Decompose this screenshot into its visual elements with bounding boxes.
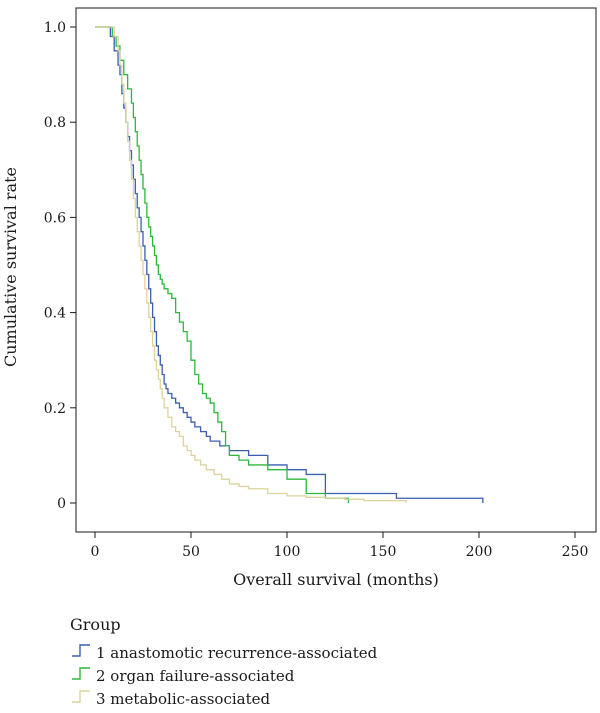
legend-items: 1 anastomotic recurrence-associated 2 org… (72, 644, 378, 708)
legend-swatch-1 (72, 644, 90, 657)
x-axis-ticks: 0 50 100 150 200 250 (91, 532, 589, 560)
legend-swatch-2 (72, 667, 90, 680)
y-axis-ticks: 0 0.2 0.4 0.6 0.8 1.0 (44, 20, 76, 512)
series-line-2 (95, 26, 350, 503)
y-tick-label: 0.2 (44, 401, 66, 417)
y-tick-label: 0 (57, 496, 66, 512)
legend-label-2: 2 organ failure-associated (96, 667, 295, 685)
x-axis-title: Overall survival (months) (233, 570, 439, 589)
x-tick-label: 250 (562, 544, 589, 560)
legend-label-1: 1 anastomotic recurrence-associated (96, 644, 378, 662)
plot-frame (75, 7, 597, 533)
plot-border (75, 7, 597, 533)
x-tick-label: 50 (182, 544, 200, 560)
x-tick-label: 150 (370, 544, 397, 560)
series-line-3 (95, 26, 407, 503)
x-tick-label: 0 (91, 544, 100, 560)
y-tick-label: 0.8 (44, 115, 66, 131)
series-line-1 (95, 26, 484, 503)
series-layer (95, 26, 484, 503)
y-axis-title: Cumulative survival rate (1, 167, 20, 367)
y-tick-label: 1.0 (44, 20, 66, 36)
x-tick-label: 200 (466, 544, 493, 560)
y-tick-label: 0.4 (44, 306, 66, 322)
legend-label-3: 3 metabolic-associated (96, 690, 270, 708)
legend-swatch-3 (72, 690, 90, 703)
legend-title: Group (70, 615, 121, 634)
y-tick-label: 0.6 (44, 210, 66, 226)
x-tick-label: 100 (274, 544, 301, 560)
legend: Group 1 anastomotic recurrence-associate… (70, 615, 378, 708)
